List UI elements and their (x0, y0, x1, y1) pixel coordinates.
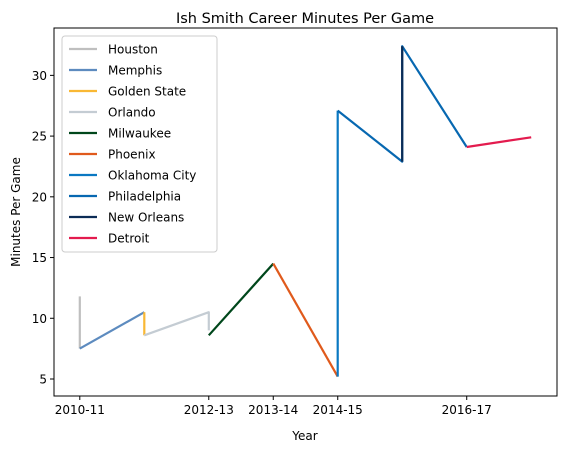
x-tick-label-1: 2012-13 (184, 403, 234, 417)
x-tick-label-4: 2016-17 (442, 403, 492, 417)
legend-label-2: Golden State (108, 85, 186, 99)
y-tick-label-4: 25 (32, 130, 47, 144)
series-line-5 (272, 263, 339, 378)
series-line-4 (207, 262, 275, 337)
x-axis-label: Year (291, 429, 317, 443)
legend-label-8: New Orleans (108, 211, 184, 225)
legend-label-3: Orlando (108, 106, 156, 120)
y-tick-label-5: 30 (32, 69, 47, 83)
legend-box (61, 35, 218, 253)
y-tick-label-0: 5 (39, 372, 47, 386)
y-tick-label-3: 20 (32, 190, 47, 204)
x-tick-label-0: 2010-11 (55, 403, 105, 417)
legend-label-6: Oklahoma City (108, 169, 196, 183)
legend: Houston Memphis Golden State Orlando Milwauk… (61, 35, 218, 253)
legend-label-4: Milwaukee (108, 127, 171, 141)
plot-frame (53, 27, 558, 397)
x-tick-label-3: 2014-15 (313, 403, 363, 417)
legend-label-9: Detroit (108, 232, 150, 246)
chart-title: Ish Smith Career Minutes Per Game (176, 11, 434, 27)
series-line-1 (79, 311, 145, 350)
x-tick-label-2: 2013-14 (248, 403, 298, 417)
y-tick-label-1: 10 (32, 312, 47, 326)
series-line-3 (143, 311, 210, 337)
y-tick-label-2: 15 (32, 251, 47, 265)
legend-label-5: Phoenix (108, 148, 156, 162)
x-axis: 2010-11 2012-13 2013-14 2014-15 2016-17 (55, 396, 492, 417)
legend-label-0: Houston (108, 43, 158, 57)
legend-label-1: Memphis (108, 64, 162, 78)
legend-label-7: Philadelphia (108, 190, 181, 204)
y-axis: 5 10 15 20 25 30 (32, 69, 54, 386)
y-axis-label: Minutes Per Game (9, 157, 23, 267)
series-layer (78, 45, 532, 378)
series-line-9 (466, 136, 532, 149)
